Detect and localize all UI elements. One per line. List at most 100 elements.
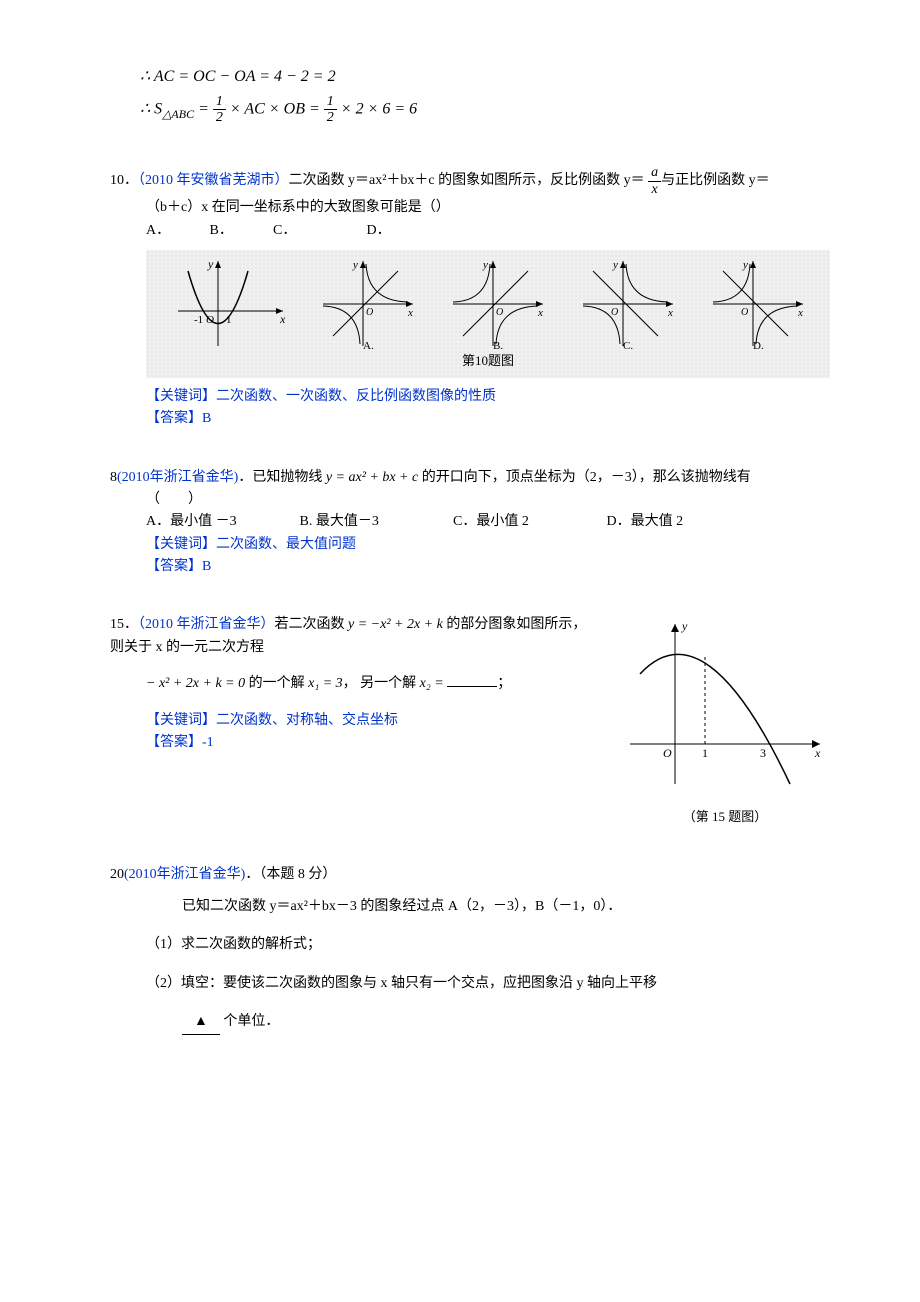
svg-text:O: O	[741, 307, 748, 318]
q15-figure: O x y 1 3 （第 15 题图）	[620, 614, 830, 827]
q15-end: ；	[497, 676, 511, 691]
q10-choice-c-graph: x y O C.	[578, 256, 678, 351]
q20-num: 20	[110, 867, 124, 882]
svg-text:x: x	[279, 312, 286, 326]
q8-keywords: 【关键词】二次函数、最大值问题	[146, 534, 830, 556]
answer-text: -1	[202, 735, 214, 750]
q10-text2: 与正比例函数 y＝	[661, 173, 770, 188]
q8-optC: C．最小值 2	[453, 511, 603, 533]
q15-num: 15．	[110, 617, 138, 632]
eq2-prefix: ∴ S	[140, 100, 162, 117]
svg-text:y: y	[207, 257, 214, 271]
q15-blank	[447, 686, 497, 687]
q8-num: 8	[110, 470, 117, 485]
q15-keywords: 【关键词】二次函数、对称轴、交点坐标	[146, 710, 600, 732]
keywords-text: 二次函数、一次函数、反比例函数图像的性质	[216, 389, 496, 404]
q20-part1: （1）求二次函数的解析式；	[146, 934, 830, 956]
eq2-frac1: 12	[213, 94, 226, 126]
q10-optA: A．	[146, 220, 206, 242]
q10-source-link[interactable]: （2010 年安徽省芜湖市）	[138, 173, 289, 188]
q20-stem: 已知二次函数 y＝ax²＋bx－3 的图象经过点 A（2，－3），B（－1，0）…	[182, 896, 830, 918]
q20-blank-suffix: 个单位．	[220, 1014, 280, 1029]
q15-stem-line2: − x² + 2x + k = 0 的一个解 x₁ = 3， 另一个解 x₂ =…	[146, 673, 600, 695]
svg-text:O: O	[366, 307, 373, 318]
frac-den: 2	[213, 110, 226, 125]
q10-figure-panel: x y O -1 1 x y O A.	[146, 250, 830, 378]
origin-label: O	[663, 746, 672, 760]
q8-formula: y = ax² + bx + c	[326, 470, 418, 485]
q10-choice-d-graph: x y O D.	[708, 256, 808, 351]
xtick-1: 1	[702, 746, 708, 760]
keywords-label: 【关键词】	[146, 537, 216, 552]
q15-graph: O x y 1 3	[620, 614, 830, 794]
q15-text1: 若二次函数	[275, 617, 349, 632]
q15-source-link[interactable]: （2010 年浙江省金华）	[138, 617, 275, 632]
eq2-sub: △ABC	[162, 106, 194, 120]
q15-stem-line1: 15．（2010 年浙江省金华）若二次函数 y = −x² + 2x + k 的…	[110, 614, 600, 659]
q20-blank-line: ▲ 个单位．	[182, 1011, 830, 1034]
answer-text: B	[202, 411, 211, 426]
q10-choice-a-graph: x y O A.	[318, 256, 418, 351]
frac-den: 2	[324, 110, 337, 125]
problem-10: 10．（2010 年安徽省芜湖市）二次函数 y＝ax²＋bx＋c 的图象如图所示…	[110, 165, 830, 430]
eq2-tail: × 2 × 6 = 6	[337, 100, 417, 117]
keywords-label: 【关键词】	[146, 389, 216, 404]
svg-text:x: x	[537, 307, 543, 319]
q8-text1: 已知抛物线	[252, 470, 326, 485]
problem-15: 15．（2010 年浙江省金华）若二次函数 y = −x² + 2x + k 的…	[110, 614, 830, 827]
svg-text:y: y	[612, 259, 618, 271]
equation-block: ∴ AC = OC − OA = 4 − 2 = 2 ∴ S△ABC = 12 …	[140, 64, 830, 125]
eq-line-1: ∴ AC = OC − OA = 4 − 2 = 2	[140, 64, 830, 90]
q8-optB: B. 最大值－3	[300, 511, 450, 533]
q20-period: ．	[245, 867, 259, 882]
q10-answer: 【答案】B	[146, 408, 830, 430]
svg-text:x: x	[407, 307, 413, 319]
q8-source-link[interactable]: (2010年浙江省金华)	[117, 470, 238, 485]
eq2-mid1: =	[194, 100, 213, 117]
svg-text:O: O	[496, 307, 503, 318]
keywords-text: 二次函数、最大值问题	[216, 537, 356, 552]
q8-stem: 8(2010年浙江省金华)．已知抛物线 y = ax² + bx + c 的开口…	[110, 467, 830, 489]
q8-period: ．	[238, 470, 252, 485]
q20-source-link[interactable]: (2010年浙江省金华)	[124, 867, 245, 882]
q8-optD: D．最大值 2	[607, 511, 684, 533]
q15-formula1: y = −x² + 2x + k	[348, 617, 443, 632]
keywords-label: 【关键词】	[146, 713, 216, 728]
q10-graphs-row: x y O -1 1 x y O A.	[168, 256, 808, 351]
q8-answer: 【答案】B	[146, 556, 830, 578]
q10-num: 10．	[110, 173, 138, 188]
svg-text:x: x	[667, 307, 673, 319]
svg-text:A.: A.	[363, 340, 374, 351]
svg-text:y: y	[482, 259, 488, 271]
q10-keywords: 【关键词】二次函数、一次函数、反比例函数图像的性质	[146, 386, 830, 408]
svg-text:-1: -1	[194, 314, 203, 326]
svg-text:y: y	[352, 259, 358, 271]
q10-frac: ax	[648, 165, 661, 197]
q15-x2: x₂ =	[420, 676, 448, 691]
answer-label: 【答案】	[146, 411, 202, 426]
answer-text: B	[202, 559, 211, 574]
q15-answer: 【答案】-1	[146, 732, 600, 754]
q10-choice-b-graph: x y O B.	[448, 256, 548, 351]
q15-mid: 的一个解	[245, 676, 308, 691]
svg-text:C.: C.	[623, 340, 633, 351]
q20-points: （本题 8 分）	[259, 867, 336, 882]
q10-optB: B．	[210, 220, 270, 242]
x-axis-label: x	[814, 746, 821, 760]
q15-mid2: ， 另一个解	[343, 676, 420, 691]
q15-figure-caption: （第 15 题图）	[620, 807, 830, 828]
blank-marker: ▲	[194, 1014, 208, 1029]
eq2-frac2: 12	[324, 94, 337, 126]
answer-label: 【答案】	[146, 559, 202, 574]
svg-text:x: x	[797, 307, 803, 319]
svg-text:B.: B.	[493, 340, 503, 351]
q20-blank: ▲	[182, 1011, 220, 1034]
q10-optC: C．	[273, 220, 363, 242]
q20-header: 20(2010年浙江省金华)．（本题 8 分）	[110, 864, 830, 886]
q20-part2: （2）填空：要使该二次函数的图象与 x 轴只有一个交点，应把图象沿 y 轴向上平…	[146, 973, 830, 995]
xtick-3: 3	[760, 746, 766, 760]
q10-stem-graph: x y O -1 1	[168, 256, 288, 351]
q10-stem-line2: （b＋c）x 在同一坐标系中的大致图象可能是（）	[146, 197, 830, 219]
frac-den: x	[648, 182, 661, 197]
q15-x1: x₁ = 3	[308, 676, 343, 691]
